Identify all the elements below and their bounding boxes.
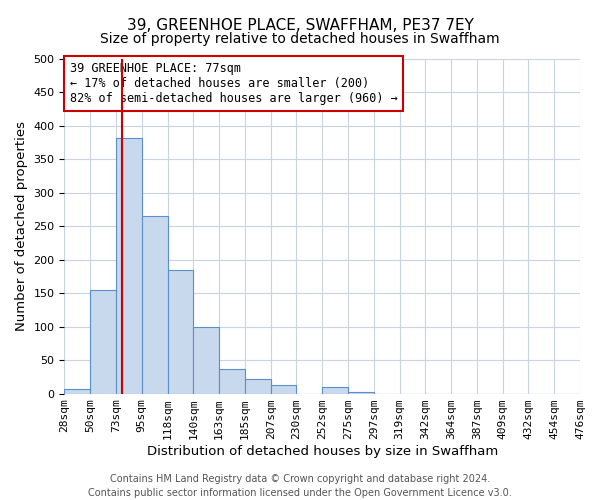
Text: 39 GREENHOE PLACE: 77sqm
← 17% of detached houses are smaller (200)
82% of semi-: 39 GREENHOE PLACE: 77sqm ← 17% of detach… [70, 62, 397, 106]
Text: 39, GREENHOE PLACE, SWAFFHAM, PE37 7EY: 39, GREENHOE PLACE, SWAFFHAM, PE37 7EY [127, 18, 473, 32]
Bar [271, 385, 296, 394]
Bar [193, 326, 219, 394]
Bar [219, 369, 245, 394]
Y-axis label: Number of detached properties: Number of detached properties [15, 122, 28, 332]
Bar [167, 270, 193, 394]
Text: Contains HM Land Registry data © Crown copyright and database right 2024.
Contai: Contains HM Land Registry data © Crown c… [88, 474, 512, 498]
Bar [142, 216, 167, 394]
Bar [245, 379, 271, 394]
Bar [348, 392, 374, 394]
Bar [90, 290, 116, 394]
Text: Size of property relative to detached houses in Swaffham: Size of property relative to detached ho… [100, 32, 500, 46]
Bar [64, 389, 90, 394]
Bar [116, 138, 142, 394]
X-axis label: Distribution of detached houses by size in Swaffham: Distribution of detached houses by size … [146, 444, 498, 458]
Bar [322, 387, 348, 394]
